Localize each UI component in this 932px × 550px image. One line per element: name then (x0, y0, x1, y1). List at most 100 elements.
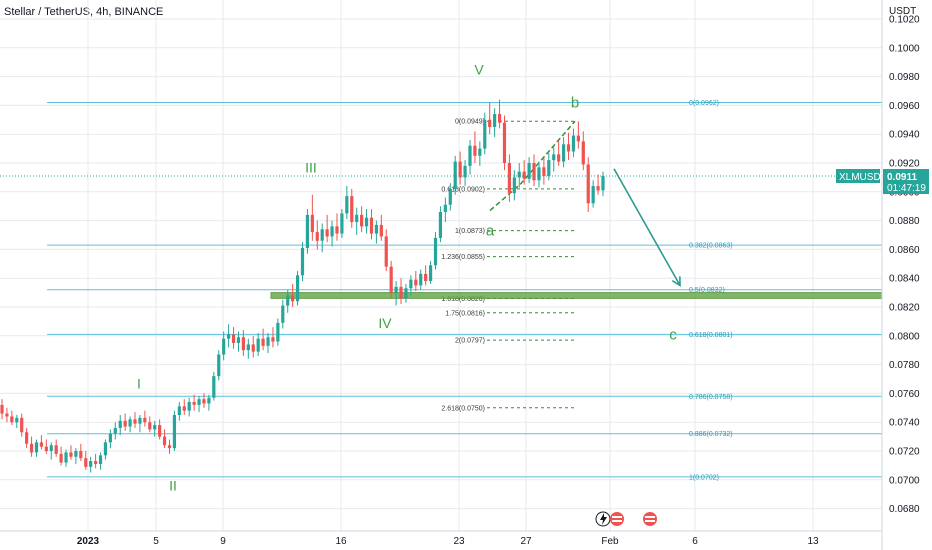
candle-body (463, 165, 467, 178)
time-tick-label: 6 (692, 536, 698, 547)
price-tick-label: 0.0920 (889, 159, 920, 170)
candle-body (542, 167, 546, 176)
price-tick-label: 0.0960 (889, 101, 920, 112)
candle-body (286, 295, 290, 306)
candle-body (532, 163, 536, 181)
grid-lines (0, 0, 882, 531)
fib-extension-label: 1.236(0.0855) (441, 254, 485, 261)
candle-body (69, 452, 73, 457)
price-axis[interactable]: USDT 0.1020 0.1000 0.0980 0.0960 0.0940 0.092… (881, 0, 920, 550)
candle-body (227, 334, 231, 339)
us-flag-icon-2 (643, 512, 657, 526)
candle-body (231, 334, 236, 343)
candle-body (54, 445, 58, 454)
candle-body (59, 453, 63, 463)
support-zone (270, 292, 883, 299)
candle-body (419, 273, 423, 286)
wave-label: I (137, 375, 141, 391)
candle-body (547, 160, 551, 176)
us-flag-icon (610, 512, 624, 526)
candle-body (596, 186, 600, 191)
support-zone-layer (270, 292, 883, 299)
candle-body (128, 419, 132, 427)
candle-body (325, 229, 329, 237)
candle-body (571, 135, 576, 152)
candle-body (162, 436, 167, 446)
fib-extension-layer: 0(0.0949) 0.618(0.0902) 1(0.0873) 1.236(0.0… (441, 119, 576, 412)
candle-body (360, 214, 364, 227)
fib-extension-label: 2(0.0797) (455, 338, 485, 345)
candle-body (310, 214, 314, 233)
candle-body (517, 171, 521, 178)
us-flag-stripe (612, 516, 622, 518)
candle-body (433, 237, 438, 266)
candle-body (0, 404, 4, 414)
current-price-label: 0.0911 (887, 172, 917, 183)
candle-body (222, 338, 226, 355)
candle-body (389, 266, 393, 293)
candle-body (138, 417, 142, 424)
candle-body (507, 163, 512, 194)
current-price-marker: XLMUSDT 0.0911 01:47:19 (836, 169, 929, 194)
candle-body (300, 247, 305, 276)
candle-body (522, 171, 526, 179)
time-tick-label: 27 (520, 536, 532, 547)
candle-body (118, 420, 122, 428)
candle-body (399, 286, 403, 299)
wave-label: II (169, 478, 177, 494)
time-tick-label: Feb (601, 536, 619, 547)
price-tick-label: 0.0700 (889, 475, 920, 486)
candle-body (424, 273, 428, 282)
candle-body (502, 122, 507, 163)
candle-body (212, 376, 216, 398)
candle-body (207, 397, 211, 404)
candle-body (192, 402, 196, 405)
candle-body (453, 161, 457, 189)
candle-body (374, 224, 378, 234)
candle-body (497, 114, 502, 123)
candle-body (29, 443, 34, 453)
candle-body (557, 154, 561, 162)
candle-body (84, 458, 88, 467)
candle-body (5, 413, 9, 417)
candle-body (79, 451, 83, 459)
candle-body (108, 433, 112, 443)
fib-retracement-label: 0.5(0.0832) (689, 287, 725, 294)
chart-title: Stellar / TetherUS, 4h, BINANCE (4, 6, 164, 18)
candle-body (241, 337, 245, 351)
candle-body (281, 305, 285, 323)
candle-body (246, 344, 250, 351)
price-tick-label: 0.1000 (889, 43, 920, 54)
fib-extension-label: 2.618(0.0750) (441, 405, 485, 412)
candle-body (10, 416, 14, 423)
candle-body (330, 226, 334, 237)
candle-body (576, 135, 580, 142)
candle-body (458, 161, 462, 178)
candles-layer (0, 99, 882, 473)
candle-body (369, 217, 374, 234)
fib-extension-label: 1(0.0873) (455, 228, 485, 235)
forecast-arrow-head (671, 276, 681, 287)
candle-body (217, 354, 221, 377)
candle-body (153, 425, 157, 430)
price-tick-label: 0.0980 (889, 72, 920, 83)
candle-body (350, 196, 354, 223)
time-axis[interactable]: 2023 5 9 16 23 27 Feb 6 13 (0, 530, 882, 547)
lightning-bolt-shape (600, 513, 607, 525)
candle-body (409, 279, 413, 289)
forecast-arrow-layer (613, 168, 681, 287)
wave-label: a (486, 223, 495, 240)
price-tick-label: 0.0880 (889, 216, 920, 227)
fib-retracement-label: 0.886(0.0732) (689, 431, 733, 438)
candle-body (123, 420, 127, 427)
us-flag-stripe (645, 520, 655, 522)
price-tick-label: 0.0940 (889, 130, 920, 141)
candle-body (64, 452, 68, 463)
candle-body (15, 417, 19, 423)
candle-body (315, 232, 319, 241)
candle-body (438, 211, 443, 238)
candle-body (581, 141, 585, 165)
candle-body (49, 445, 53, 451)
candle-body (340, 213, 344, 234)
